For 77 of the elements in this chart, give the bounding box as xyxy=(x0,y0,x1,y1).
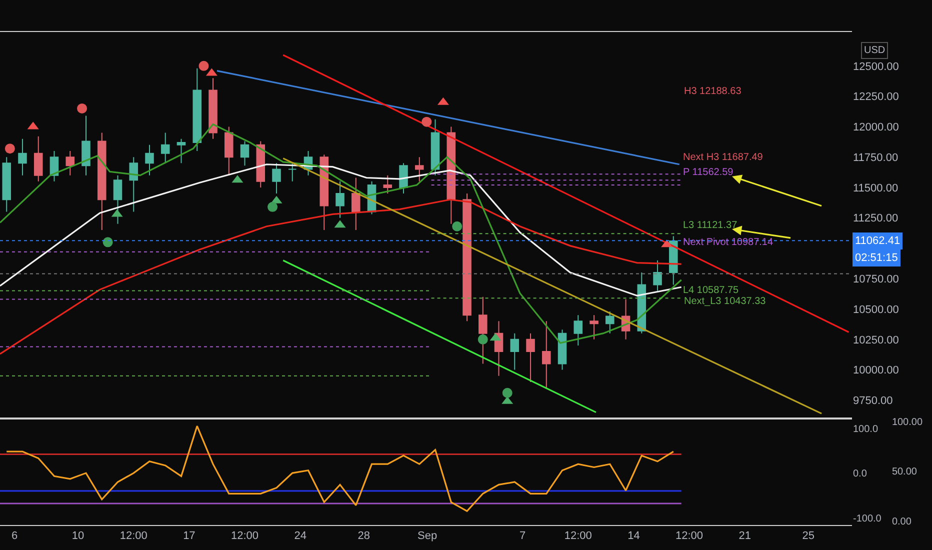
annotation: L4 10587.75 xyxy=(683,285,740,296)
ref-line-label: 11062.41 xyxy=(855,235,900,247)
candlestick xyxy=(351,177,360,231)
candlestick xyxy=(176,138,186,164)
candlestick xyxy=(50,150,59,182)
candlestick xyxy=(288,162,297,182)
candlestick xyxy=(415,156,424,182)
x-tick-label: 14 xyxy=(628,530,640,542)
candlestick xyxy=(240,140,250,166)
candlestick xyxy=(34,136,43,182)
y-tick-label: 12250.00 xyxy=(853,91,899,104)
y-tick-label: 10500.00 xyxy=(853,304,899,316)
x-tick-label: 17 xyxy=(183,530,196,542)
candlestick xyxy=(542,320,551,389)
x-tick-label: 28 xyxy=(358,530,370,542)
y-tick-label: 10250.00 xyxy=(853,334,899,346)
candlestick xyxy=(383,174,392,194)
annotation: Next H3 11687.49 xyxy=(683,152,764,163)
y-tick-label: 11250.00 xyxy=(853,212,898,225)
annotation: H3 12188.63 xyxy=(684,86,742,97)
text: 02:51:15 xyxy=(855,252,898,264)
y-tick-label: 10750.00 xyxy=(853,273,899,286)
candlestick xyxy=(224,126,234,176)
y2-tick-label: 0.00 xyxy=(892,516,912,528)
candlestick xyxy=(2,156,11,212)
y-tick-label: 12000.00 xyxy=(853,122,899,134)
x-tick-label: 6 xyxy=(11,530,18,542)
candlestick xyxy=(558,329,567,370)
y2-tick-label: 100.00 xyxy=(892,416,923,428)
x-tick-label: Sep xyxy=(418,530,438,542)
x-tick-label: 24 xyxy=(294,530,306,542)
candlestick xyxy=(18,138,27,176)
candlestick xyxy=(82,115,90,176)
x-tick-label: 25 xyxy=(802,530,814,542)
candlestick xyxy=(208,78,218,140)
x-tick-label: 10 xyxy=(72,530,84,542)
candlestick xyxy=(462,193,472,322)
candlestick xyxy=(336,180,344,218)
annotation: Next_L3 10437.33 xyxy=(684,296,766,307)
candlestick xyxy=(590,314,598,340)
text: USD xyxy=(864,45,886,56)
candlestick xyxy=(97,132,106,231)
y-tick-label: 9750.00 xyxy=(853,395,893,408)
candlestick xyxy=(399,162,408,194)
candlestick xyxy=(256,140,266,188)
annotation: P 11562.59 xyxy=(683,167,734,178)
candlestick xyxy=(129,156,138,212)
y-tick-label: 11500.00 xyxy=(853,182,898,194)
candlestick xyxy=(606,310,614,334)
x-tick-label: 12:00 xyxy=(120,530,148,542)
y2-tick-label: 50.00 xyxy=(892,466,918,478)
y-tick-label: 0.0 xyxy=(853,468,868,480)
x-tick-label: 12:00 xyxy=(564,530,592,542)
y-tick-label: 12500.00 xyxy=(853,60,899,73)
x-tick-label: 12:00 xyxy=(676,530,704,542)
candlestick xyxy=(113,174,122,224)
candlestick xyxy=(145,144,154,176)
candlestick xyxy=(272,162,281,194)
candlestick xyxy=(430,118,440,176)
annotation: Next Pivot 10987.14 xyxy=(683,237,774,248)
candlestick xyxy=(160,132,170,164)
x-tick-label: 21 xyxy=(738,530,751,542)
y-tick-label: 11750.00 xyxy=(853,152,898,164)
candlestick xyxy=(478,296,488,364)
x-tick-label: 12:00 xyxy=(230,530,259,542)
y-tick-label: 10000.00 xyxy=(853,364,899,377)
y-tick-label: 100.0 xyxy=(853,424,878,435)
candlestick xyxy=(66,150,75,176)
candlestick xyxy=(510,332,520,370)
candlestick xyxy=(574,314,583,346)
candlestick xyxy=(653,260,662,292)
candlestick xyxy=(192,68,202,152)
x-tick-label: 7 xyxy=(520,530,526,542)
line-series xyxy=(6,425,674,512)
annotation: L3 11121.37 xyxy=(683,220,738,231)
y-tick-label: -100.0 xyxy=(853,513,882,524)
candlestick xyxy=(526,332,535,382)
